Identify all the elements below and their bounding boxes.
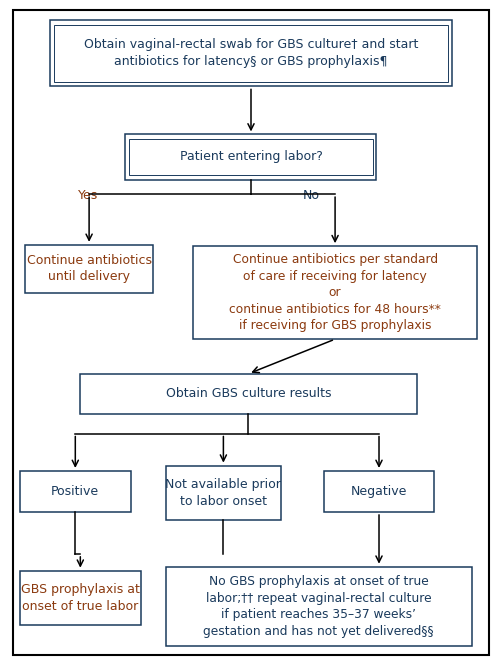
FancyBboxPatch shape [20,471,130,512]
FancyBboxPatch shape [80,374,416,414]
FancyBboxPatch shape [165,465,281,520]
FancyBboxPatch shape [13,10,488,655]
FancyBboxPatch shape [25,245,153,293]
FancyBboxPatch shape [165,567,471,646]
FancyBboxPatch shape [54,25,447,82]
FancyBboxPatch shape [50,20,451,86]
Text: Continue antibiotics per standard
of care if receiving for latency
or
continue a: Continue antibiotics per standard of car… [228,253,440,332]
FancyBboxPatch shape [20,571,140,625]
FancyBboxPatch shape [129,139,372,175]
Text: No: No [302,189,319,202]
Text: Positive: Positive [51,485,99,498]
Text: Yes: Yes [78,189,98,202]
FancyBboxPatch shape [193,246,476,339]
Text: Not available prior
to labor onset: Not available prior to labor onset [165,478,281,507]
Text: Patient entering labor?: Patient entering labor? [179,150,322,164]
Text: No GBS prophylaxis at onset of true
labor;†† repeat vaginal-rectal culture
if pa: No GBS prophylaxis at onset of true labo… [203,575,433,638]
Text: Negative: Negative [350,485,406,498]
FancyBboxPatch shape [125,134,376,180]
FancyBboxPatch shape [323,471,433,512]
Text: Obtain vaginal-rectal swab for GBS culture† and start
antibiotics for latency§ o: Obtain vaginal-rectal swab for GBS cultu… [84,39,417,68]
Text: Obtain GBS culture results: Obtain GBS culture results [165,387,331,400]
Text: Continue antibiotics
until delivery: Continue antibiotics until delivery [27,254,151,283]
Text: GBS prophylaxis at
onset of true labor: GBS prophylaxis at onset of true labor [21,583,139,612]
